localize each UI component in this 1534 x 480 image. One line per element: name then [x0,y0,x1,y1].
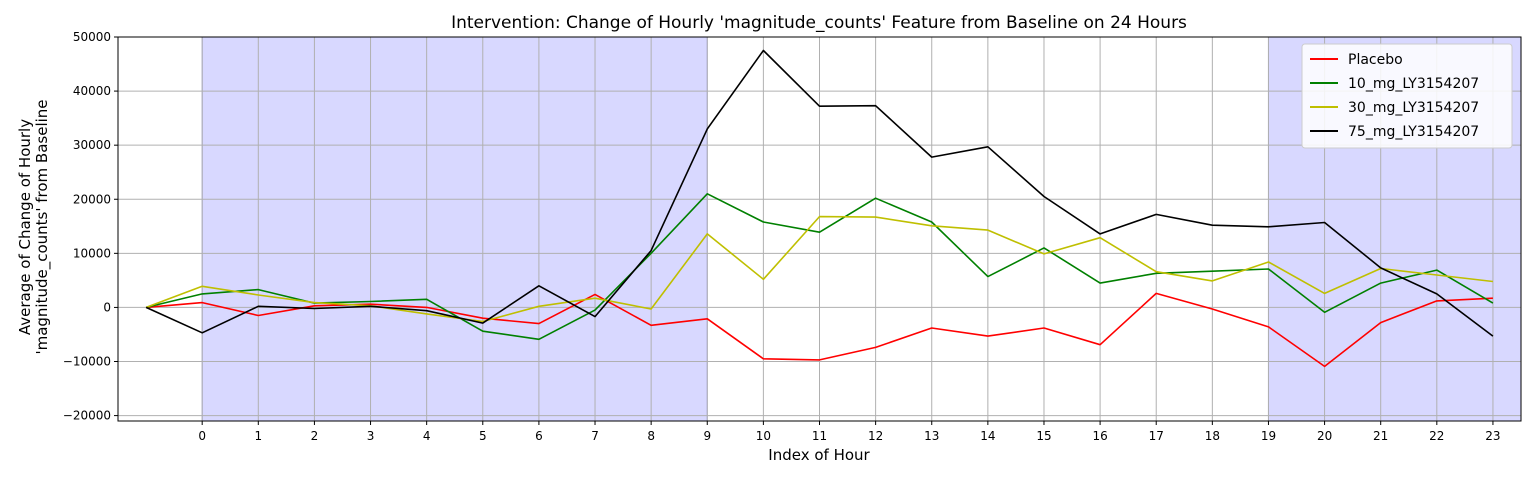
x-tick-label: 19 [1261,429,1276,443]
x-tick-label: 12 [868,429,883,443]
x-axis-ticks: 0 1 2 3 4 5 6 7 8 9 10 11 12 13 14 15 16 17 18 19 20 21 22 23 [198,421,1501,443]
legend-label: 75_mg_LY3154207 [1348,124,1479,140]
y-tick-label: −10000 [63,355,111,369]
x-tick-label: 17 [1149,429,1164,443]
y-tick-label: 20000 [73,192,111,206]
x-tick-label: 4 [423,429,431,443]
x-tick-label: 13 [924,429,939,443]
x-tick-label: 11 [812,429,827,443]
x-tick-label: 7 [591,429,599,443]
x-tick-label: 6 [535,429,543,443]
series-lines [145,49,1494,368]
shaded-period-0 [201,36,708,422]
grid-lines [118,36,1521,421]
y-axis-label-line2: 'magnitude_counts' from Baseline [33,99,52,354]
legend-box [1301,43,1513,149]
y-tick-label: 40000 [73,84,111,98]
x-tick-label: 15 [1036,429,1051,443]
x-tick-label: 22 [1429,429,1444,443]
y-tick-label: 50000 [73,30,111,44]
y-axis-ticks: −20000 −10000 0 10000 20000 30000 40000 50000 [63,30,118,423]
legend: Placebo 10_mg_LY3154207 30_mg_LY3154207 75_… [1301,43,1513,149]
x-tick-label: 0 [198,429,206,443]
x-tick-label: 21 [1373,429,1388,443]
x-axis-label: Index of Hour [768,446,870,464]
x-tick-label: 5 [479,429,487,443]
series-line-1 [145,193,1494,341]
x-tick-label: 9 [703,429,711,443]
x-tick-label: 20 [1317,429,1332,443]
x-tick-label: 3 [367,429,375,443]
legend-label: 10_mg_LY3154207 [1348,76,1479,92]
x-tick-label: 1 [254,429,262,443]
x-tick-label: 23 [1485,429,1500,443]
y-tick-label: −20000 [63,409,111,423]
x-tick-label: 18 [1205,429,1220,443]
y-axis-label-line1: Average of Change of Hourly [16,119,34,335]
legend-label: 30_mg_LY3154207 [1348,100,1479,116]
series-line-0 [146,292,1493,368]
legend-label: Placebo [1348,52,1403,68]
series-line-3 [145,49,1494,337]
y-tick-label: 0 [103,300,111,314]
x-tick-label: 14 [980,429,995,443]
x-tick-label: 16 [1092,429,1107,443]
x-tick-label: 8 [647,429,655,443]
y-tick-label: 10000 [73,246,111,260]
y-tick-label: 30000 [73,138,111,152]
x-tick-label: 10 [756,429,771,443]
x-tick-label: 2 [311,429,319,443]
chart-title: Intervention: Change of Hourly 'magnitud… [451,13,1187,33]
